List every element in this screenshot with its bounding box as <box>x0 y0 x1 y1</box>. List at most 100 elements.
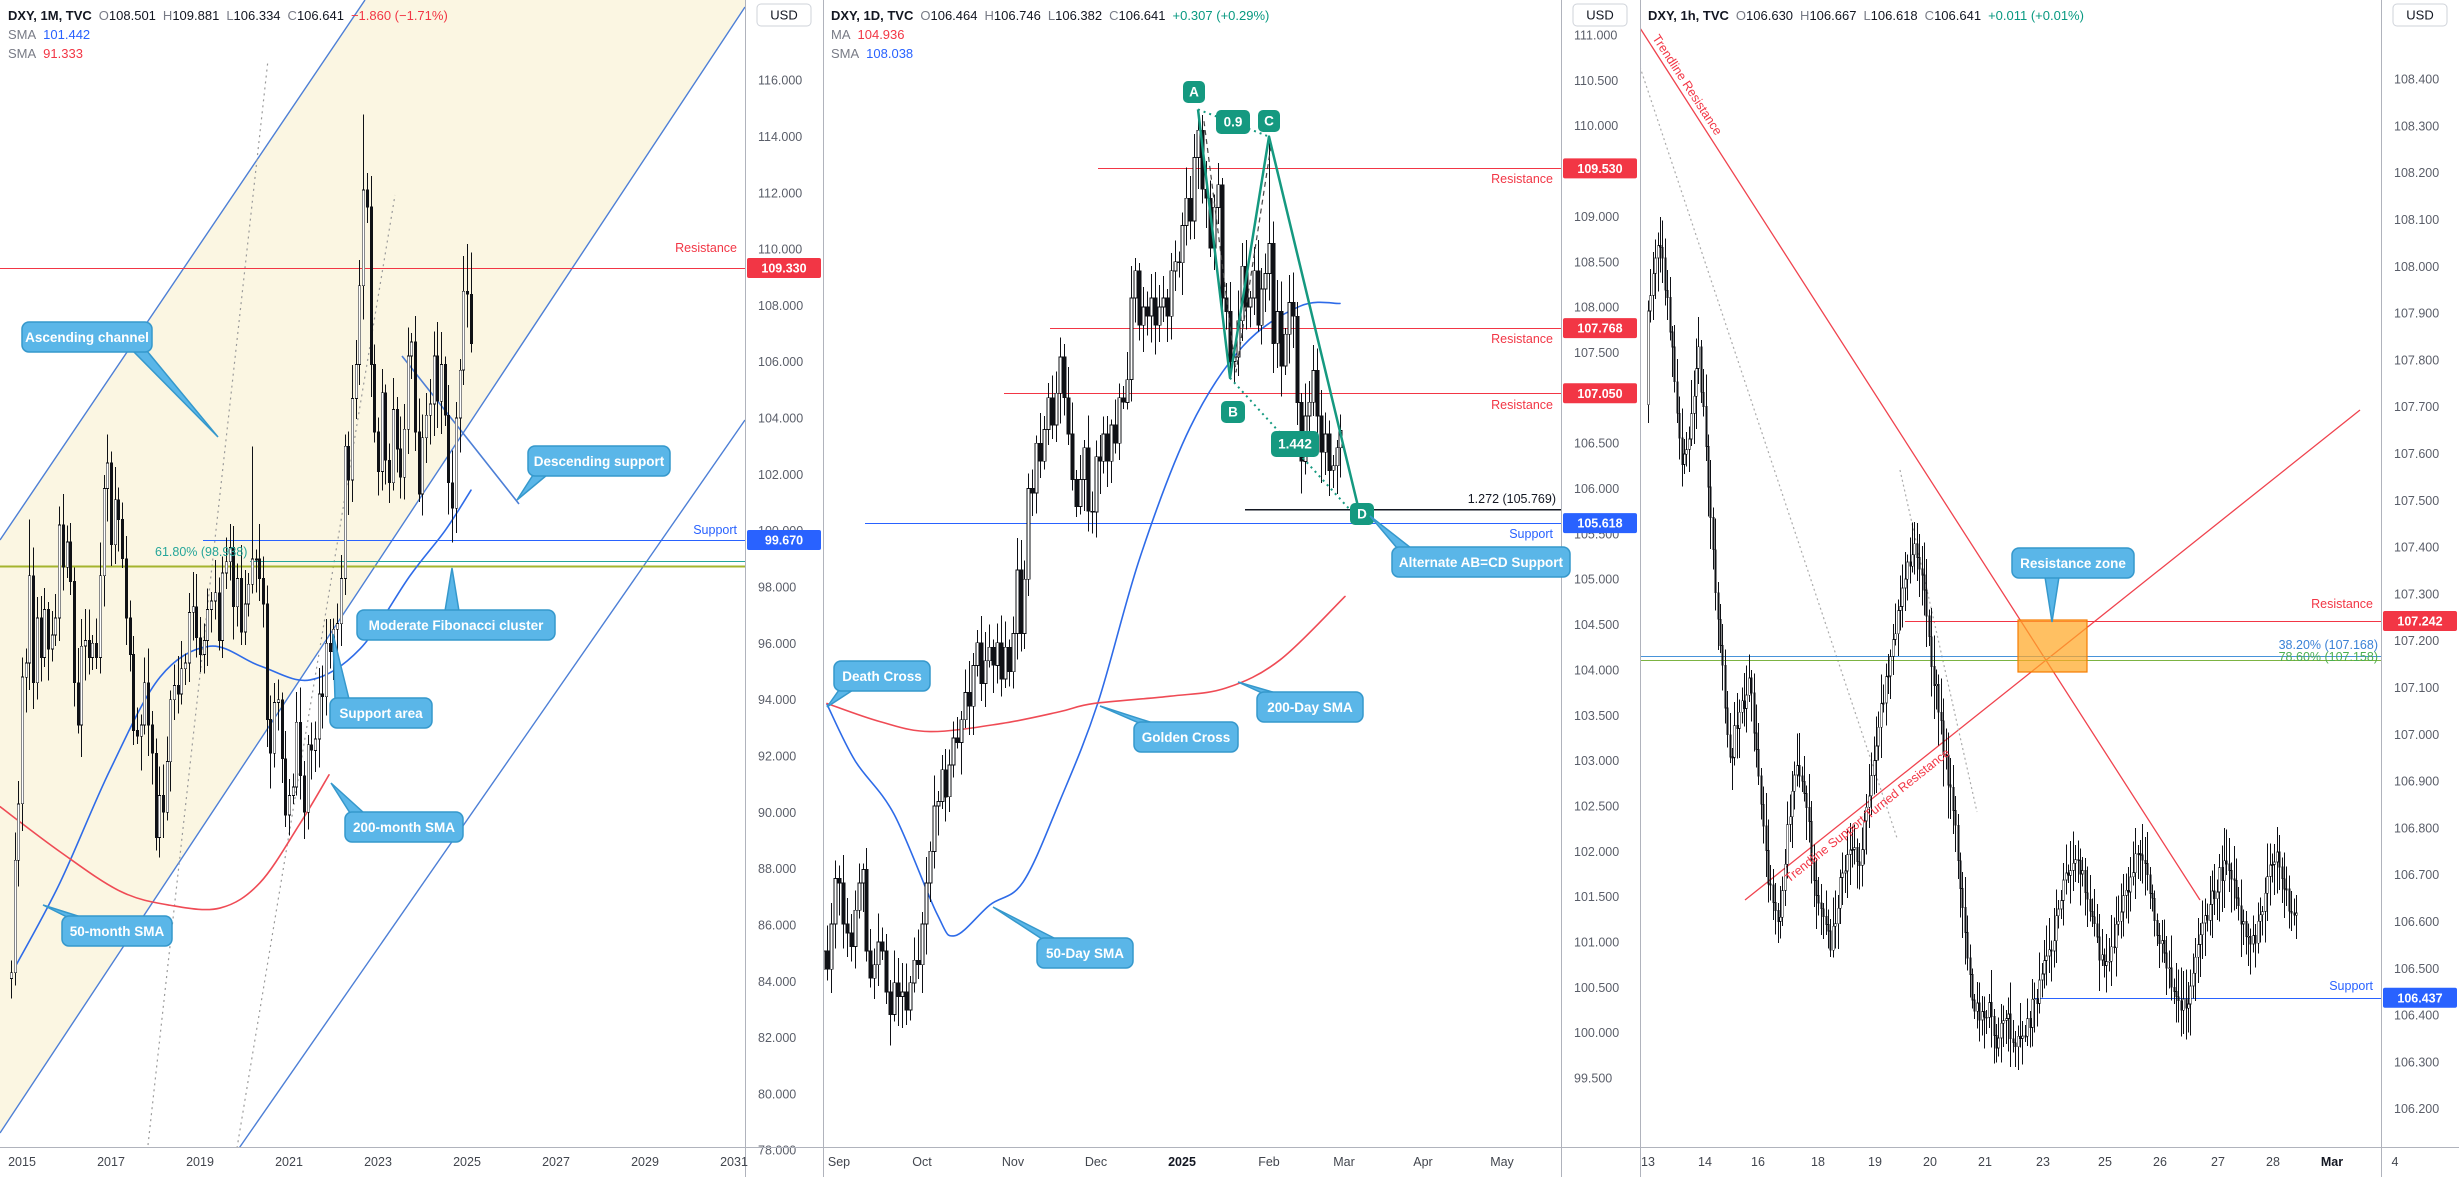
ohlc-value: 106.641 <box>1934 8 1982 23</box>
time-axis[interactable] <box>0 1147 2459 1177</box>
axis-currency-pill[interactable] <box>2392 3 2448 27</box>
candles-1h <box>1647 216 2298 1070</box>
pattern-label-A[interactable] <box>1183 81 1205 103</box>
price-tick: 107.300 <box>2394 587 2439 601</box>
time-tick: 2019 <box>186 1155 214 1169</box>
price-tick: 105.000 <box>1574 573 1619 587</box>
indicator-row-ma[interactable]: MA 104.936 <box>831 27 905 42</box>
resistance-zone-box[interactable] <box>2017 619 2088 673</box>
pattern-label-D[interactable] <box>1350 503 1374 525</box>
price-tick: 108.500 <box>1574 255 1619 269</box>
label-support: Support <box>2329 979 2373 993</box>
price-badge-106.437 <box>2383 987 2457 1008</box>
callout-text: 200-month SMA <box>353 820 455 835</box>
ohlc-key: L <box>1047 8 1056 23</box>
callout-50-month-sma[interactable]: 50-month SMA <box>42 904 173 947</box>
callout-ascending-channel[interactable]: Ascending channel <box>21 321 219 438</box>
ab-cd-harmonic[interactable]: A 0.9 C B 1.442 D <box>1183 81 1374 525</box>
svg-text:0.9: 0.9 <box>1224 115 1243 130</box>
callout-200-month-sma[interactable]: 200-month SMA <box>330 782 464 843</box>
pane-1M[interactable]: Resistance Support 61.80% (98.938) <box>0 0 746 1177</box>
callout-golden-cross[interactable]: Golden Cross <box>1099 705 1239 753</box>
symbol-title[interactable]: DXY, 1h, TVC <box>1648 8 1729 23</box>
support-parallel[interactable] <box>218 419 746 1177</box>
price-tick: 112.000 <box>758 186 802 200</box>
price-badge-107.242 <box>2383 611 2457 632</box>
price-axis-1D[interactable]: USD111.000110.500110.000109.500109.00010… <box>1561 0 1641 1177</box>
symbol-row-daily[interactable]: DXY, 1D, TVC O106.464 H106.746 L106.382 C106… <box>831 6 1269 25</box>
ohlc-value: 106.641 <box>1118 8 1166 23</box>
200-day-ma[interactable] <box>826 595 1346 733</box>
symbol-row-monthly[interactable]: DXY, 1M, TVC O108.501 H109.881 L106.334 C106… <box>8 6 448 25</box>
indicator-row-sma[interactable]: SMA 101.442 <box>8 27 91 42</box>
callout-death-cross[interactable]: Death Cross <box>826 660 931 708</box>
channel-upper[interactable] <box>0 0 366 541</box>
price-tick: 108.100 <box>2394 213 2439 227</box>
symbol-title[interactable]: DXY, 1D, TVC <box>831 8 914 23</box>
gray-trend-1[interactable] <box>1639 66 1898 839</box>
price-tick: 116.000 <box>758 74 802 88</box>
callout-text: Support area <box>339 706 423 721</box>
price-tick: 84.000 <box>758 975 796 989</box>
time-tick: 2029 <box>631 1155 659 1169</box>
ohlc-key: C <box>1109 8 1119 23</box>
price-tick: 106.200 <box>2394 1102 2439 1116</box>
50-day-sma[interactable] <box>826 301 1341 937</box>
price-badge-text: 99.670 <box>765 533 803 547</box>
dotted-trend-1[interactable] <box>147 59 269 1146</box>
callout-200-day-sma[interactable]: 200-Day SMA <box>1237 681 1364 723</box>
price-badge-text: 107.768 <box>1577 322 1622 336</box>
label-1-272-105-769-: 1.272 (105.769) <box>1468 492 1556 506</box>
callout-text: Ascending channel <box>25 330 149 345</box>
dotted-trend-2[interactable] <box>234 194 396 1161</box>
label-resistance: Resistance <box>2311 597 2373 611</box>
callout-support-area[interactable]: Support area <box>329 633 433 729</box>
symbol-title[interactable]: DXY, 1M, TVC <box>8 8 92 23</box>
axis-currency-pill[interactable] <box>1572 3 1628 27</box>
axis-currency-pill[interactable] <box>756 3 812 27</box>
price-tick: 98.000 <box>758 581 796 595</box>
axis-currency-label: USD <box>770 8 797 23</box>
price-axis-1M[interactable]: USD 116.000 114.000 112.000 110.000 108.000 10… <box>745 0 824 1177</box>
ohlc-key: L <box>226 8 234 23</box>
callout-50-day-sma[interactable]: 50-Day SMA <box>992 906 1134 969</box>
callout-alternate-ab-cd-support[interactable]: Alternate AB=CD Support <box>1369 515 1571 578</box>
ohlc-key: O <box>98 8 109 23</box>
200-month-sma[interactable] <box>0 774 330 911</box>
legend-monthly[interactable]: DXY, 1M, TVC O108.501 H109.881 L106.334 C106… <box>8 6 448 63</box>
callout-moderate-fibonacci-cluster[interactable]: Moderate Fibonacci cluster <box>356 567 556 641</box>
price-tick: 94.000 <box>758 693 796 707</box>
label-resistance: Resistance <box>1491 172 1553 186</box>
callout-resistance-zone[interactable]: Resistance zone <box>2011 547 2135 623</box>
price-axis-1h[interactable]: USD 108.400 108.300 108.200 108.100 108.000 10… <box>2381 0 2459 1177</box>
pane-1h[interactable]: Trendline Resistance Resistance 38.20% (10… <box>1639 27 2381 1070</box>
candles-1D <box>821 109 1343 1046</box>
ohlc-key: L <box>1863 8 1871 23</box>
ohlc-values: O106.464 H106.746 L106.382 C106.641 <box>913 8 1165 23</box>
pattern-label-C[interactable] <box>1258 110 1280 132</box>
callout-descending-support[interactable]: Descending support <box>516 445 671 501</box>
indicator-row-sma[interactable]: SMA 91.333 <box>8 46 83 61</box>
indicator-row-sma[interactable]: SMA 108.038 <box>831 46 914 61</box>
symbol-row-hourly[interactable]: DXY, 1h, TVC O106.630 H106.667 L106.618 C106… <box>1648 6 2084 25</box>
label-38-20-107-168-: 38.20% (107.168) <box>2279 638 2378 652</box>
time-tick: 26 <box>2153 1155 2167 1169</box>
callout-text: Death Cross <box>842 669 922 684</box>
svg-text:D: D <box>1357 507 1367 522</box>
pattern-label-0.9[interactable] <box>1216 110 1250 134</box>
trendline-resistance[interactable] <box>1639 27 2201 901</box>
price-tick: 100.000 <box>1574 1026 1619 1040</box>
pane-1D[interactable]: A 0.9 C B 1.442 D Resistance Resistance Resistan… <box>821 81 1561 1046</box>
pattern-label-B[interactable] <box>1221 401 1245 423</box>
legend-hourly[interactable]: DXY, 1h, TVC O106.630 H106.667 L106.618 C106… <box>1648 6 2084 25</box>
legend-daily[interactable]: DXY, 1D, TVC O106.464 H106.746 L106.382 C106… <box>831 6 1269 63</box>
ohlc-key: H <box>162 8 173 23</box>
time-tick: 20 <box>1923 1155 1937 1169</box>
50-month-sma[interactable] <box>14 489 472 968</box>
time-tick: Oct <box>912 1155 932 1169</box>
price-tick: 108.300 <box>2394 119 2439 133</box>
gray-trend-2[interactable] <box>1899 469 1978 813</box>
price-tick: 106.700 <box>2394 868 2439 882</box>
pattern-label-1.442[interactable] <box>1271 431 1319 457</box>
